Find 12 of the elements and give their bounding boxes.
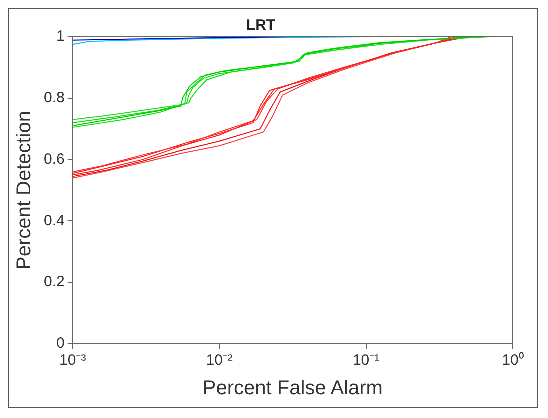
y-axis-title: Percent Detection xyxy=(14,111,36,270)
x-tick-label: 10⁻² xyxy=(206,352,233,370)
x-tick-label: 10⁻¹ xyxy=(352,352,380,370)
x-tick-label: 10⁻³ xyxy=(60,352,86,370)
y-tick-label: 0 xyxy=(56,335,65,352)
y-tick-label: 0.6 xyxy=(44,150,65,168)
y-tick-label: 1 xyxy=(56,28,65,46)
x-tick-label: 10⁰ xyxy=(502,352,524,370)
y-tick-label: 0.8 xyxy=(44,90,65,107)
chart-title: LRT xyxy=(246,17,276,34)
y-tick-label: 0.2 xyxy=(44,274,65,291)
y-tick-label: 0.4 xyxy=(44,212,65,230)
